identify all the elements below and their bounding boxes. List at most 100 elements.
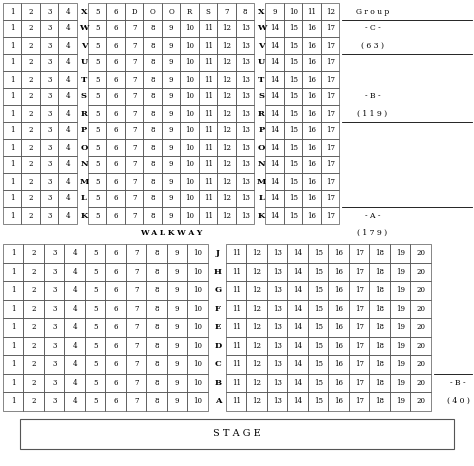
Bar: [144, 54, 162, 71]
Bar: [284, 105, 302, 122]
Text: 14: 14: [293, 286, 302, 294]
Text: 13: 13: [241, 126, 250, 135]
Text: 2: 2: [28, 25, 33, 33]
Text: 6: 6: [113, 342, 118, 350]
Bar: [267, 392, 288, 411]
Text: 17: 17: [326, 212, 335, 219]
Bar: [146, 336, 167, 355]
Bar: [40, 54, 58, 71]
Bar: [24, 318, 44, 336]
Bar: [3, 262, 24, 281]
Bar: [390, 300, 410, 318]
Text: 9: 9: [175, 379, 180, 387]
Bar: [106, 355, 126, 374]
Text: 3: 3: [52, 379, 56, 387]
Text: 8: 8: [151, 75, 155, 83]
Bar: [390, 336, 410, 355]
Bar: [64, 262, 85, 281]
Bar: [236, 105, 255, 122]
Bar: [85, 374, 106, 392]
Text: G r o u p: G r o u p: [356, 7, 389, 15]
Bar: [349, 300, 370, 318]
Text: 12: 12: [326, 7, 335, 15]
Bar: [410, 392, 431, 411]
Text: 3: 3: [52, 360, 56, 368]
Bar: [21, 3, 40, 20]
Bar: [40, 190, 58, 207]
Bar: [40, 37, 58, 54]
Bar: [226, 300, 246, 318]
Text: 13: 13: [273, 323, 282, 331]
Text: V: V: [81, 41, 87, 49]
Text: 8: 8: [151, 59, 155, 67]
Bar: [126, 336, 146, 355]
Text: 17: 17: [326, 41, 335, 49]
Text: 5: 5: [95, 160, 100, 169]
Bar: [267, 244, 288, 262]
Text: 4: 4: [73, 323, 77, 331]
Text: 15: 15: [289, 59, 298, 67]
Bar: [328, 392, 349, 411]
Text: 7: 7: [132, 160, 137, 169]
Bar: [64, 300, 85, 318]
Text: 14: 14: [270, 212, 279, 219]
Bar: [146, 392, 167, 411]
Bar: [288, 392, 308, 411]
Text: 6: 6: [113, 25, 118, 33]
Text: 7: 7: [132, 59, 137, 67]
Bar: [125, 88, 144, 105]
Text: 14: 14: [293, 249, 302, 257]
Text: 7: 7: [134, 360, 138, 368]
Text: 11: 11: [307, 7, 316, 15]
Text: 1: 1: [11, 379, 16, 387]
Bar: [107, 71, 125, 88]
Text: 17: 17: [326, 59, 335, 67]
Bar: [125, 37, 144, 54]
Bar: [107, 37, 125, 54]
Bar: [21, 71, 40, 88]
Bar: [188, 262, 208, 281]
Bar: [226, 281, 246, 300]
Text: 8: 8: [151, 144, 155, 151]
Text: R: R: [81, 110, 87, 117]
Bar: [218, 190, 236, 207]
Text: 5: 5: [93, 379, 98, 387]
Bar: [199, 105, 218, 122]
Text: 20: 20: [416, 342, 425, 350]
Text: ( 4 0 ): ( 4 0 ): [447, 397, 469, 405]
Text: 1: 1: [10, 25, 15, 33]
Bar: [85, 318, 106, 336]
Text: 19: 19: [396, 268, 405, 276]
Bar: [188, 300, 208, 318]
Bar: [162, 122, 181, 139]
Text: 13: 13: [241, 25, 250, 33]
Text: 4: 4: [73, 342, 77, 350]
Bar: [302, 122, 321, 139]
Bar: [188, 355, 208, 374]
Bar: [265, 54, 284, 71]
Bar: [321, 20, 339, 37]
Bar: [3, 3, 21, 20]
Bar: [146, 281, 167, 300]
Text: 13: 13: [241, 75, 250, 83]
Bar: [199, 37, 218, 54]
Text: 16: 16: [307, 25, 316, 33]
Bar: [188, 318, 208, 336]
Text: 7: 7: [134, 323, 138, 331]
Text: 4: 4: [73, 360, 77, 368]
Bar: [88, 173, 107, 190]
Text: 3: 3: [47, 178, 52, 185]
Text: 3: 3: [47, 75, 52, 83]
Bar: [3, 318, 24, 336]
Bar: [181, 37, 199, 54]
Bar: [88, 156, 107, 173]
Bar: [106, 318, 126, 336]
Bar: [328, 244, 349, 262]
Text: 3: 3: [47, 110, 52, 117]
Text: 17: 17: [326, 92, 335, 101]
Text: 6: 6: [113, 178, 118, 185]
Text: 1: 1: [11, 342, 16, 350]
Bar: [44, 262, 64, 281]
Text: N: N: [80, 160, 88, 169]
Text: 2: 2: [28, 92, 33, 101]
